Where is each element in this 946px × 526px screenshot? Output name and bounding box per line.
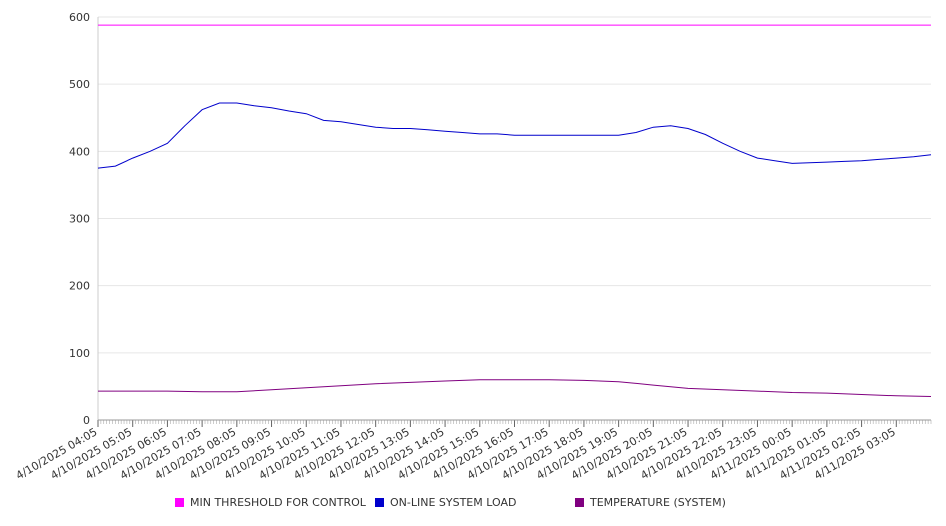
legend-swatch-system-load xyxy=(375,498,384,507)
y-tick-label: 300 xyxy=(69,213,90,226)
legend-item-min-threshold: MIN THRESHOLD FOR CONTROL xyxy=(175,496,366,509)
series-line-1 xyxy=(97,102,932,169)
series-lines xyxy=(97,24,932,397)
legend-swatch-temperature xyxy=(575,498,584,507)
legend-label-system-load: ON-LINE SYSTEM LOAD xyxy=(390,496,517,509)
gridlines xyxy=(98,16,931,354)
y-tick-label: 600 xyxy=(69,11,90,24)
y-tick-label: 100 xyxy=(69,347,90,360)
legend-label-min-threshold: MIN THRESHOLD FOR CONTROL xyxy=(190,496,366,509)
y-axis-ticks: 0 100 200 300 400 500 600 xyxy=(69,11,90,427)
y-tick-label: 400 xyxy=(69,145,90,158)
legend: MIN THRESHOLD FOR CONTROL ON-LINE SYSTEM… xyxy=(0,496,946,516)
series-line-2 xyxy=(98,379,932,397)
y-tick-label: 500 xyxy=(69,78,90,91)
x-axis-ticks: 4/10/2025 04:054/10/2025 05:054/10/2025 … xyxy=(14,420,932,482)
legend-label-temperature: TEMPERATURE (SYSTEM) xyxy=(590,496,726,509)
legend-item-system-load: ON-LINE SYSTEM LOAD xyxy=(375,496,516,509)
line-chart: 0 100 200 300 400 500 600 4/10/2025 04:054/10/… xyxy=(14,11,932,482)
legend-item-temperature: TEMPERATURE (SYSTEM) xyxy=(575,496,726,509)
y-tick-label: 0 xyxy=(83,414,90,427)
axes xyxy=(97,17,931,421)
y-tick-label: 200 xyxy=(69,280,90,293)
legend-swatch-min-threshold xyxy=(175,498,184,507)
